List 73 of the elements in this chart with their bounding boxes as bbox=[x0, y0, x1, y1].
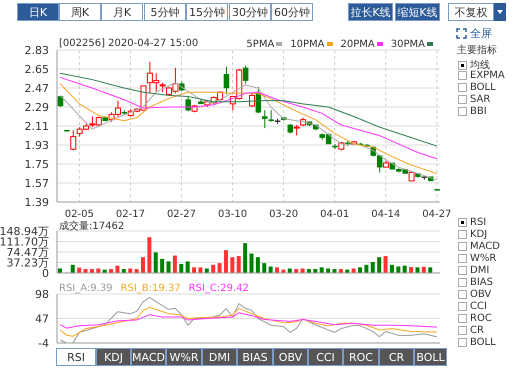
y-tick-label: 2.47 bbox=[24, 82, 49, 95]
text: 15分钟 bbox=[186, 3, 228, 21]
text: ROC bbox=[343, 348, 379, 366]
text: RSI bbox=[470, 217, 486, 228]
text: 周K bbox=[59, 3, 101, 21]
text: BIAS bbox=[237, 348, 273, 366]
y-tick-label: 98 bbox=[35, 288, 49, 301]
y-tick-label: 37.23万 bbox=[6, 256, 49, 270]
text: 拉长K线 bbox=[348, 3, 393, 21]
text: RSI_C:29.42 bbox=[188, 282, 249, 294]
text: 60分钟 bbox=[271, 3, 313, 21]
x-tick-label: 02-17 bbox=[116, 209, 145, 220]
y-tick-label: 47 bbox=[35, 312, 49, 326]
text: MACD bbox=[470, 241, 500, 252]
text: 不复权 bbox=[448, 3, 494, 21]
text: CCI bbox=[470, 301, 487, 312]
x-tick-label: 04-14 bbox=[371, 209, 400, 220]
text: 均线 bbox=[470, 58, 490, 71]
y-tick-label: 111.70万 bbox=[0, 235, 49, 248]
text: 月K bbox=[101, 3, 143, 21]
text: BOLL bbox=[470, 337, 496, 348]
text: EXPMA bbox=[470, 70, 505, 81]
y-tick-label: 1.57 bbox=[24, 176, 49, 190]
y-tick-label: 1.93 bbox=[24, 138, 49, 152]
text: MACD bbox=[131, 348, 166, 366]
y-tick-label: 0 bbox=[42, 266, 49, 280]
x-tick-label: 04-27 bbox=[422, 209, 452, 220]
text: 缩短K线 bbox=[395, 3, 440, 21]
text: 全屏 bbox=[470, 26, 492, 41]
text: DMI bbox=[202, 348, 237, 366]
text: CCI bbox=[308, 348, 343, 366]
text: BOLL bbox=[470, 82, 496, 93]
text: 日K bbox=[17, 3, 59, 21]
text: ROC bbox=[470, 313, 492, 324]
text: RSI bbox=[56, 348, 96, 366]
series-label: RSI_B:19.37 bbox=[120, 282, 181, 294]
text: KDJ bbox=[470, 229, 488, 240]
y-tick-label: 1.75 bbox=[24, 158, 49, 171]
y-tick-label: 1.39 bbox=[24, 196, 49, 209]
legend-label: 10PMA bbox=[290, 38, 325, 50]
chart-title: 成交量:17462 bbox=[59, 220, 124, 233]
text: KDJ bbox=[96, 348, 131, 366]
text: 30分钟 bbox=[229, 3, 271, 21]
text: CR bbox=[379, 348, 414, 366]
y-tick-label: 2.11 bbox=[24, 120, 49, 133]
x-tick-label: 03-10 bbox=[218, 209, 248, 220]
text: BBI bbox=[470, 106, 487, 117]
text: W%R bbox=[166, 348, 202, 366]
x-tick-label: 03-20 bbox=[269, 209, 298, 220]
text: 主要指标 bbox=[457, 44, 497, 57]
text: 5分钟 bbox=[144, 3, 186, 21]
text: DMI bbox=[470, 265, 490, 276]
text: CR bbox=[470, 325, 484, 336]
x-tick-label: 02-27 bbox=[166, 209, 196, 220]
text: OBV bbox=[470, 289, 492, 300]
y-tick-label: 2.83 bbox=[24, 44, 49, 57]
legend-label: 30PMA bbox=[390, 38, 425, 50]
text: OBV bbox=[273, 348, 308, 366]
text: W%R bbox=[470, 253, 496, 264]
x-tick-label: 04-01 bbox=[320, 209, 350, 220]
x-tick-label: 02-05 bbox=[64, 209, 94, 220]
legend-label: 20PMA bbox=[340, 38, 375, 50]
y-tick-label: 74.47万 bbox=[6, 246, 49, 259]
legend-label: 5PMA bbox=[246, 38, 274, 50]
y-tick-label: 2.65 bbox=[24, 62, 49, 76]
y-tick-label: -4 bbox=[38, 336, 49, 350]
text: SAR bbox=[470, 94, 490, 105]
y-tick-label: 148.94万 bbox=[0, 224, 49, 238]
text: BOLL bbox=[414, 348, 447, 366]
series-label: RSI_A:9.39 bbox=[59, 282, 113, 294]
chart-title: [002256] 2020-04-27 15:00 bbox=[59, 38, 198, 49]
y-tick-label: 2.29 bbox=[24, 100, 49, 114]
text: BIAS bbox=[470, 277, 493, 288]
